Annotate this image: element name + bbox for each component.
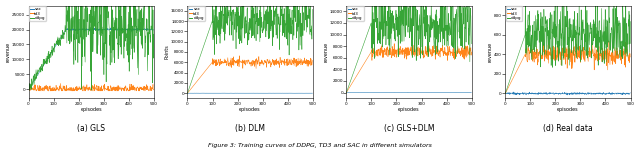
- Legend: sac, td3, ddpg: sac, td3, ddpg: [506, 6, 522, 21]
- Text: (a) GLS: (a) GLS: [77, 124, 105, 133]
- Legend: sac, td3, ddpg: sac, td3, ddpg: [348, 6, 364, 21]
- Text: (c) GLS+DLM: (c) GLS+DLM: [384, 124, 434, 133]
- Legend: sac, td3, ddpg: sac, td3, ddpg: [29, 6, 45, 21]
- X-axis label: episodes: episodes: [239, 107, 261, 112]
- X-axis label: episodes: episodes: [557, 107, 579, 112]
- Text: (d) Real data: (d) Real data: [543, 124, 593, 133]
- Y-axis label: revenue: revenue: [6, 42, 10, 62]
- Y-axis label: revenue: revenue: [324, 42, 328, 62]
- Legend: sac, td3, ddpg: sac, td3, ddpg: [188, 6, 205, 21]
- Text: (b) DLM: (b) DLM: [235, 124, 265, 133]
- X-axis label: episodes: episodes: [81, 107, 102, 112]
- Text: Figure 3: Training curves of DDPG, TD3 and SAC in different simulators: Figure 3: Training curves of DDPG, TD3 a…: [208, 143, 432, 148]
- X-axis label: episodes: episodes: [398, 107, 420, 112]
- Y-axis label: revenue: revenue: [488, 42, 493, 62]
- Y-axis label: Points: Points: [164, 45, 170, 59]
